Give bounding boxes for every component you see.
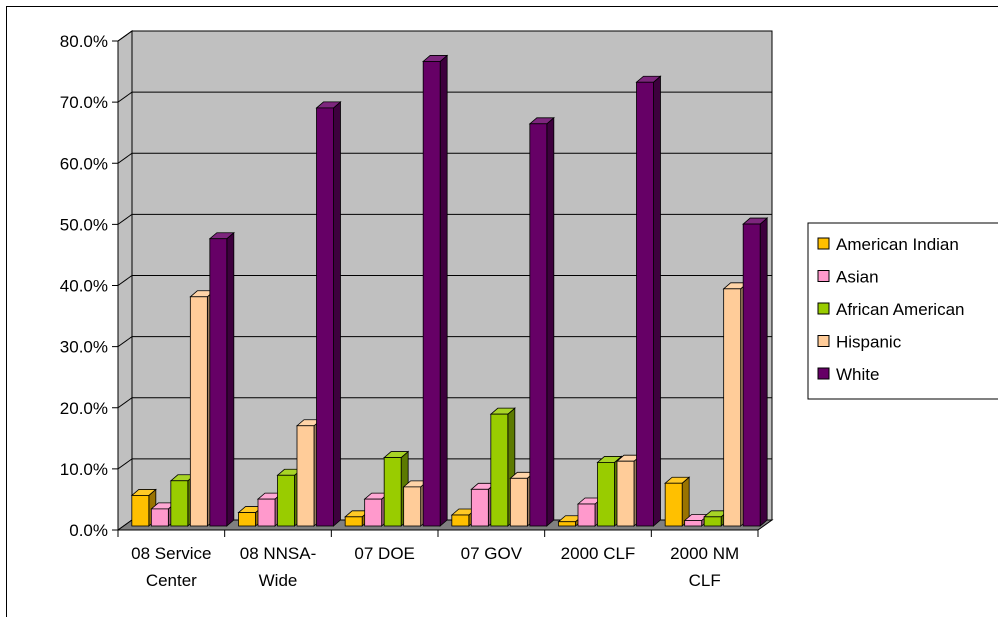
legend-label: Asian — [836, 268, 879, 287]
legend-box — [807, 222, 998, 400]
gridline — [117, 152, 772, 164]
value-tick-label: 70.0% — [60, 93, 108, 112]
category-label: CLF — [689, 571, 721, 590]
gridline — [117, 91, 772, 103]
bar — [742, 217, 769, 527]
category-label: Wide — [259, 571, 298, 590]
value-tick-label: 10.0% — [60, 460, 108, 479]
category-label: Center — [146, 571, 197, 590]
legend-swatch — [817, 335, 830, 347]
bar — [664, 476, 691, 527]
bar — [635, 75, 662, 527]
legend-swatch — [817, 237, 830, 250]
value-tick-label: 50.0% — [60, 215, 108, 234]
gridline — [117, 397, 772, 409]
category-label: 2000 CLF — [561, 544, 636, 563]
legend-label: White — [836, 365, 879, 384]
legend-label: Hispanic — [836, 333, 902, 352]
gridline — [117, 458, 772, 470]
gridline — [117, 30, 772, 42]
value-axis: 0.0% 10.0% 20.0% 30.0% 40.0% 50.0% 60.0% 70.0% 8… — [60, 32, 119, 540]
bar — [422, 54, 449, 527]
value-tick-label: 0.0% — [69, 521, 108, 540]
bar — [208, 231, 235, 527]
value-tick-label: 80.0% — [60, 32, 108, 51]
category-label: 08 NNSA- — [240, 544, 317, 563]
legend-swatch — [817, 270, 830, 282]
category-label: 07 GOV — [461, 544, 523, 563]
value-tick-label: 30.0% — [60, 338, 108, 357]
legend: American Indian Asian African American Hisp… — [807, 222, 998, 400]
legend-swatch — [817, 367, 830, 380]
gridline — [117, 213, 772, 225]
bar — [489, 407, 516, 527]
bar — [315, 101, 342, 527]
legend-label: American Indian — [836, 235, 959, 254]
category-label: 08 Service — [131, 544, 211, 563]
value-tick-label: 60.0% — [60, 154, 108, 173]
category-axis: 08 Service Center 08 NNSA- Wide 07 DOE 07 GOV… — [117, 529, 759, 590]
legend-label: African American — [836, 300, 965, 319]
category-label: 2000 NM — [670, 544, 739, 563]
value-tick-label: 20.0% — [60, 399, 108, 418]
bar — [130, 488, 157, 527]
bar — [528, 116, 555, 527]
gridline — [117, 336, 772, 348]
value-tick-label: 40.0% — [60, 277, 108, 296]
category-label: 07 DOE — [354, 544, 414, 563]
legend-swatch — [817, 302, 830, 315]
bars — [130, 54, 769, 527]
gridline — [117, 275, 772, 286]
